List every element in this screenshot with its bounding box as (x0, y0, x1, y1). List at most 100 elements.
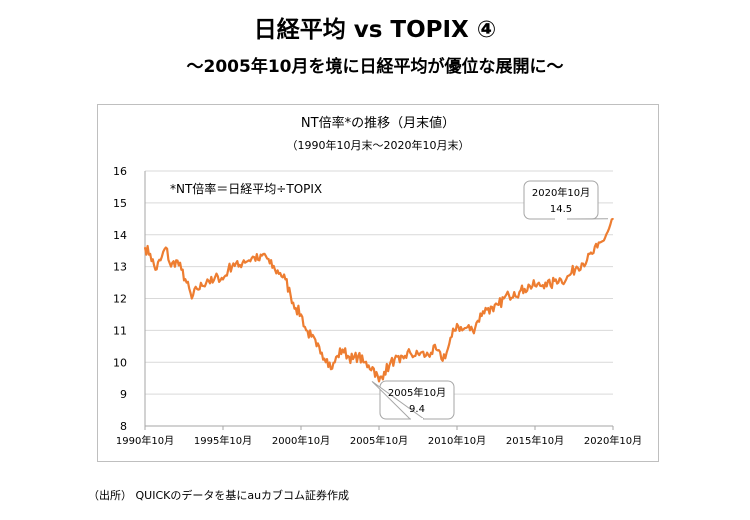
data-point (508, 294, 510, 297)
x-tick-label: 2015年10月 (506, 434, 564, 447)
callout-value: 14.5 (550, 204, 572, 215)
data-point (284, 278, 287, 281)
data-point (523, 288, 526, 290)
data-point (435, 348, 438, 351)
data-point (383, 371, 386, 373)
data-point (575, 265, 578, 268)
data-point (612, 218, 614, 220)
nt-ratio-series-line (143, 217, 614, 383)
data-point (471, 329, 474, 332)
data-point (607, 230, 609, 233)
chart-panel: NT倍率*の推移（月末値） （1990年10月末～2020年10月末） 8 9 10… (97, 104, 659, 462)
data-point (159, 259, 162, 262)
data-point (243, 259, 245, 262)
data-point (279, 272, 281, 274)
y-tick-label: 10 (113, 356, 127, 369)
page-subtitle: ～2005年10月を境に日経平均が優位な展開に～ (186, 57, 564, 77)
data-point (497, 304, 500, 306)
data-point (518, 291, 521, 293)
data-point (175, 259, 177, 262)
formula-annotation: *NT倍率＝日経平均÷TOPIX (170, 181, 322, 196)
data-point (321, 351, 323, 354)
data-point (180, 269, 183, 271)
data-point (336, 355, 339, 357)
chart-subtitle: （1990年10月末～2020年10月末） (287, 138, 470, 152)
data-point (232, 262, 235, 265)
data-point (601, 240, 604, 242)
callout-0: 2005年10月 9.4 (371, 380, 455, 420)
callout-date: 2005年10月 (388, 386, 446, 399)
data-point (269, 262, 271, 265)
data-point (274, 269, 276, 271)
y-tick-label: 16 (113, 165, 127, 178)
y-tick-label: 12 (113, 293, 127, 306)
data-point (513, 291, 515, 293)
data-point (217, 275, 219, 277)
data-point (258, 259, 261, 262)
axis-layer: 8 9 10 11 12 13 14 15 16 1990年10月 1995年10月 2000年10月… (113, 165, 642, 447)
data-point (492, 310, 495, 313)
data-point (487, 307, 490, 309)
data-point (466, 326, 469, 328)
data-point (201, 285, 203, 287)
callout-date: 2020年10月 (532, 186, 590, 199)
data-point (456, 323, 458, 325)
data-point (315, 345, 318, 348)
x-tick-label: 2005年10月 (350, 434, 408, 447)
data-point (378, 380, 380, 383)
data-point (534, 285, 536, 287)
data-point (305, 329, 307, 332)
data-point (586, 259, 588, 262)
data-point (414, 355, 417, 357)
data-point (206, 278, 209, 281)
data-point (565, 278, 567, 281)
data-point (373, 367, 375, 370)
data-point (289, 294, 292, 297)
data-point (503, 297, 505, 300)
y-tick-label: 9 (120, 388, 127, 401)
source-note: （出所） QUICKのデータを基にauカブコム証券作成 (88, 489, 350, 502)
data-point (425, 355, 427, 357)
data-point (477, 320, 479, 322)
data-point (154, 269, 157, 271)
data-point (362, 361, 365, 364)
data-point (165, 246, 167, 249)
data-point (591, 253, 593, 255)
data-point (596, 246, 599, 249)
data-point (482, 310, 484, 313)
data-point (191, 297, 193, 300)
line-layer (143, 217, 614, 383)
page-title: 日経平均 vs TOPIX ④ (253, 17, 497, 43)
data-point (409, 351, 412, 354)
data-point (367, 364, 370, 367)
x-tick-label: 2010年10月 (428, 434, 486, 447)
x-tick-label: 1990年10月 (116, 434, 174, 447)
y-tick-label: 14 (113, 229, 127, 242)
data-point (300, 313, 302, 316)
callout-value: 9.4 (409, 404, 425, 415)
data-point (347, 355, 349, 357)
data-point (341, 348, 344, 351)
data-point (461, 329, 464, 332)
data-point (170, 265, 172, 268)
callout-layer: 2005年10月 9.4 2020年10月 14.5 (371, 180, 609, 420)
data-point (529, 285, 531, 287)
nt-ratio-chart: NT倍率*の推移（月末値） （1990年10月末～2020年10月末） 8 9 10… (113, 115, 642, 447)
y-tick-label: 13 (113, 261, 127, 274)
data-point (222, 278, 224, 281)
data-point (211, 281, 214, 284)
data-point (570, 272, 573, 274)
grid-layer (145, 170, 613, 427)
data-point (404, 355, 406, 357)
data-point (399, 361, 401, 364)
data-point (331, 367, 333, 370)
data-point (263, 253, 266, 255)
data-point (560, 278, 562, 281)
data-point (237, 265, 240, 268)
data-point (357, 355, 360, 357)
data-point (253, 256, 255, 258)
data-point (248, 259, 250, 262)
data-point (185, 281, 188, 284)
data-point (149, 253, 151, 255)
data-point (352, 358, 354, 360)
